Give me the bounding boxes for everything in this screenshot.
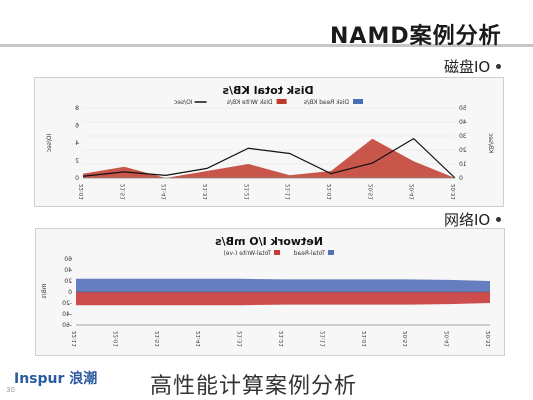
slide-title: NAMD案例分析 bbox=[330, 24, 502, 49]
footer: Inspur 浪潮 高性能计算案例分析 30 bbox=[0, 360, 533, 400]
y-axis-label-right: IO/sec bbox=[46, 134, 53, 153]
x-tick: 21:11 bbox=[320, 331, 326, 347]
y-tick: -60 bbox=[62, 322, 72, 329]
company-logo: Inspur 浪潮 bbox=[14, 371, 98, 387]
x-tick: 20:51 bbox=[368, 184, 374, 200]
series-line-io-sec bbox=[82, 137, 456, 179]
y-tick-left: 20 bbox=[459, 147, 467, 154]
x-tick: 20:41 bbox=[445, 331, 451, 347]
legend-label: Disk Read KB/s bbox=[304, 99, 349, 106]
x-tick: 21:21 bbox=[244, 184, 250, 200]
bullet-disk-io: 磁盘IO bbox=[444, 56, 502, 77]
y-tick: -20 bbox=[62, 300, 72, 307]
network-chart-panel: Network I/O mB/s Total-Read Total-Write (-… bbox=[35, 228, 505, 356]
y-tick-right: 0 bbox=[75, 175, 79, 182]
x-tick: 21:01 bbox=[362, 331, 368, 347]
chart-title: Disk total KB/s bbox=[222, 84, 314, 97]
y-tick: 0 bbox=[68, 289, 72, 296]
y-tick: 20 bbox=[64, 278, 72, 285]
x-tick: 21:41 bbox=[196, 331, 202, 347]
y-tick: -40 bbox=[62, 311, 72, 318]
x-tick: 21:41 bbox=[162, 184, 168, 200]
x-tick: 21:01 bbox=[327, 184, 333, 200]
x-tick: 21:11 bbox=[286, 184, 292, 200]
x-tick: 22:11 bbox=[72, 331, 78, 347]
legend-swatch bbox=[328, 250, 334, 255]
y-tick-right: 8 bbox=[75, 105, 79, 112]
y-tick: 60 bbox=[64, 256, 72, 263]
y-tick-left: 30 bbox=[459, 133, 467, 140]
series-area-net-read bbox=[76, 278, 490, 292]
bullet-icon bbox=[496, 217, 502, 222]
legend-label: Disk Write KB/s bbox=[227, 99, 273, 106]
legend-label: Total-Write (-ve) bbox=[223, 250, 272, 257]
legend-label: IO/sec bbox=[174, 99, 193, 106]
series-area-net-write bbox=[76, 292, 490, 306]
bullet-disk-io-label: 磁盘IO bbox=[444, 58, 491, 76]
y-tick-right: 4 bbox=[75, 140, 79, 147]
x-tick: 20:31 bbox=[451, 184, 457, 200]
y-axis-label-left: KB/sec bbox=[487, 133, 494, 153]
chart-title: Network I/O mB/s bbox=[215, 235, 323, 248]
x-tick: 20:51 bbox=[403, 331, 409, 347]
x-tick: 21:31 bbox=[238, 331, 244, 347]
x-tick: 20:41 bbox=[410, 184, 416, 200]
x-tick: 21:51 bbox=[155, 331, 161, 347]
legend-label: Total-Read bbox=[294, 250, 326, 257]
y-tick-left: 0 bbox=[459, 175, 463, 182]
legend-swatch bbox=[274, 250, 280, 255]
x-tick: 22:01 bbox=[79, 184, 85, 200]
y-axis-label: mB/s bbox=[41, 283, 48, 298]
x-tick: 21:31 bbox=[203, 184, 209, 200]
legend-swatch bbox=[353, 99, 363, 104]
y-tick-left: 50 bbox=[459, 105, 467, 112]
y-tick-right: 6 bbox=[75, 123, 79, 130]
network-chart: Network I/O mB/s Total-Read Total-Write (-… bbox=[41, 235, 492, 347]
x-tick: 22:01 bbox=[113, 331, 119, 347]
y-tick-left: 40 bbox=[459, 119, 467, 126]
page-number: 30 bbox=[6, 386, 15, 394]
series-area-disk-write bbox=[83, 138, 455, 178]
legend-swatch bbox=[276, 99, 287, 104]
disk-chart: Disk total KB/s Disk Read KB/s Disk Write … bbox=[46, 84, 494, 200]
x-tick: 21:51 bbox=[120, 184, 126, 200]
x-tick: 21:21 bbox=[279, 331, 285, 347]
bullet-network-io: 网络IO bbox=[444, 209, 502, 230]
y-tick-right: 2 bbox=[75, 158, 79, 165]
bullet-network-io-label: 网络IO bbox=[444, 211, 491, 229]
mirrored-slide-content: Disk total KB/s Disk Read KB/s Disk Write … bbox=[0, 44, 533, 356]
disk-chart-panel: Disk total KB/s Disk Read KB/s Disk Write … bbox=[34, 77, 504, 207]
footer-title: 高性能计算案例分析 bbox=[150, 374, 358, 399]
bullet-icon bbox=[496, 64, 502, 69]
x-tick: 20:31 bbox=[486, 331, 492, 347]
y-tick: 40 bbox=[64, 267, 72, 274]
y-tick-left: 10 bbox=[459, 161, 467, 168]
